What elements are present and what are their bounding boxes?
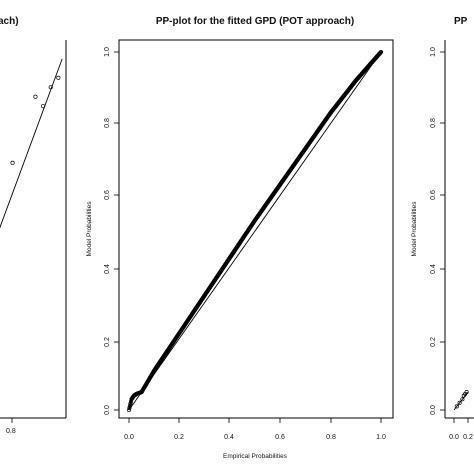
right-panel-point bbox=[454, 404, 459, 409]
left-panel-point bbox=[10, 160, 15, 165]
middle-panel: PP-plot for the fitted GPD (POT approach… bbox=[86, 16, 394, 460]
pp-curve-line bbox=[127, 51, 382, 411]
middle-panel-x-axis: 0.0 0.2 0.4 0.6 0.8 1.0 Empirical Probab… bbox=[124, 418, 386, 460]
y-tick-label: 0.6 bbox=[430, 190, 437, 200]
y-tick-label: 0.8 bbox=[430, 118, 437, 128]
y-tick-label: 1.0 bbox=[104, 47, 111, 57]
middle-panel-ylabel: Model Probabilities bbox=[86, 201, 93, 257]
left-panel-xtick-label: 0.8 bbox=[6, 428, 16, 435]
left-panel-point bbox=[48, 85, 53, 90]
x-tick-label: 0.2 bbox=[463, 434, 473, 441]
x-tick-label: 0.2 bbox=[174, 434, 184, 441]
middle-panel-y-axis: 0.0 0.2 0.4 0.6 0.8 1.0 Model Probabilit… bbox=[86, 47, 119, 415]
right-panel-reference-line bbox=[453, 391, 469, 411]
left-panel-title: ach) bbox=[0, 16, 19, 27]
right-panel: PP 0.0 0.2 0.4 0.6 0.8 1.0 Model Probabi… bbox=[411, 16, 474, 441]
left-panel-reference-line bbox=[0, 58, 63, 229]
y-tick-label: 0.4 bbox=[430, 264, 437, 274]
y-tick-label: 0.4 bbox=[104, 264, 111, 274]
right-panel-point bbox=[457, 400, 462, 405]
right-panel-point bbox=[460, 397, 465, 402]
x-tick-label: 0.4 bbox=[224, 434, 234, 441]
x-tick-label: 0.8 bbox=[326, 434, 336, 441]
x-tick-label: 0.0 bbox=[449, 434, 459, 441]
y-tick-label: 0.6 bbox=[104, 190, 111, 200]
middle-panel-xlabel: Empirical Probabilities bbox=[223, 453, 288, 460]
left-panel: ach) 0.8 bbox=[0, 16, 67, 435]
right-panel-ylabel: Model Probabilities bbox=[411, 201, 418, 257]
y-tick-label: 0.2 bbox=[430, 337, 437, 347]
middle-panel-frame bbox=[118, 39, 394, 419]
left-panel-points bbox=[10, 75, 61, 165]
y-tick-label: 1.0 bbox=[430, 47, 437, 57]
x-tick-label: 0.0 bbox=[124, 434, 134, 441]
right-panel-point bbox=[464, 390, 469, 395]
right-panel-title: PP bbox=[454, 16, 468, 27]
middle-panel-title: PP-plot for the fitted GPD (POT approach… bbox=[156, 16, 354, 27]
middle-panel-pp-curve bbox=[126, 49, 384, 413]
x-tick-label: 1.0 bbox=[376, 434, 386, 441]
y-tick-label: 0.0 bbox=[430, 405, 437, 415]
y-tick-label: 0.2 bbox=[104, 337, 111, 347]
y-tick-label: 0.8 bbox=[104, 118, 111, 128]
left-panel-point bbox=[41, 104, 46, 109]
y-tick-label: 0.0 bbox=[104, 405, 111, 415]
middle-panel-reference-line bbox=[128, 51, 382, 411]
x-tick-label: 0.6 bbox=[275, 434, 285, 441]
left-panel-point bbox=[33, 94, 38, 99]
left-panel-point bbox=[56, 75, 61, 80]
right-panel-points bbox=[454, 390, 469, 409]
